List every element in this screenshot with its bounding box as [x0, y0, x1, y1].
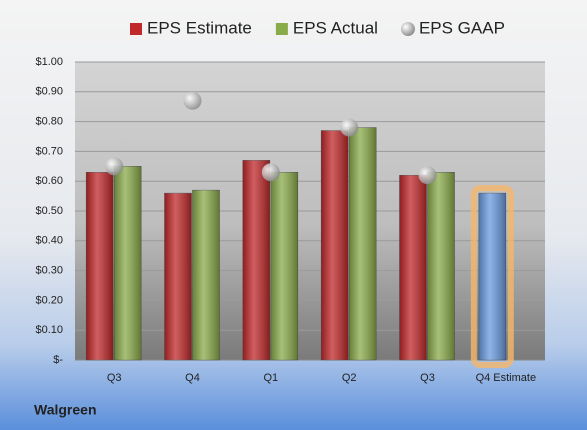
footer: Walgreen	[34, 402, 97, 418]
bar-shine	[242, 160, 270, 360]
x-tick-label: Q4 Estimate	[476, 372, 537, 384]
legend-label: EPS Actual	[293, 18, 378, 37]
y-tick-label: $0.50	[35, 205, 63, 217]
bar-shine	[86, 172, 114, 360]
bar-glow	[470, 185, 514, 368]
y-tick-label: $-	[53, 354, 63, 366]
bar-shine	[349, 127, 377, 360]
gaap-point	[105, 157, 124, 176]
gaap-point	[183, 91, 202, 110]
bar-shine	[478, 193, 506, 360]
y-tick-label: $0.30	[35, 265, 63, 277]
y-tick-label: $0.20	[35, 294, 63, 306]
x-tick-label: Q3	[107, 372, 122, 384]
y-tick-label: $0.70	[35, 145, 63, 157]
y-tick-label: $0.90	[35, 86, 63, 98]
bar-shine	[270, 172, 298, 360]
gaap-point	[261, 163, 280, 182]
bar-shine	[114, 166, 142, 360]
y-tick-label: $0.10	[35, 324, 63, 336]
gaap-point	[418, 166, 437, 185]
bar-shine	[321, 130, 349, 360]
gaap-point	[340, 118, 359, 137]
y-tick-label: $0.60	[35, 175, 63, 187]
x-tick-label: Q3	[420, 372, 435, 384]
y-tick-label: $0.80	[35, 116, 63, 128]
bar-shine	[427, 172, 455, 360]
bar-shine	[399, 175, 427, 360]
legend-label: EPS GAAP	[419, 18, 505, 37]
legend-label: EPS Estimate	[147, 18, 252, 37]
x-tick-label: Q4	[185, 372, 200, 384]
y-tick-label: $1.00	[35, 56, 63, 68]
legend-swatch	[130, 23, 142, 35]
x-tick-label: Q2	[342, 372, 357, 384]
bar-shine	[192, 190, 220, 360]
y-tick-label: $0.40	[35, 235, 63, 247]
bar-shine	[164, 193, 192, 360]
legend-swatch	[400, 22, 415, 36]
legend-swatch	[275, 23, 288, 35]
x-tick-label: Q1	[263, 372, 278, 384]
